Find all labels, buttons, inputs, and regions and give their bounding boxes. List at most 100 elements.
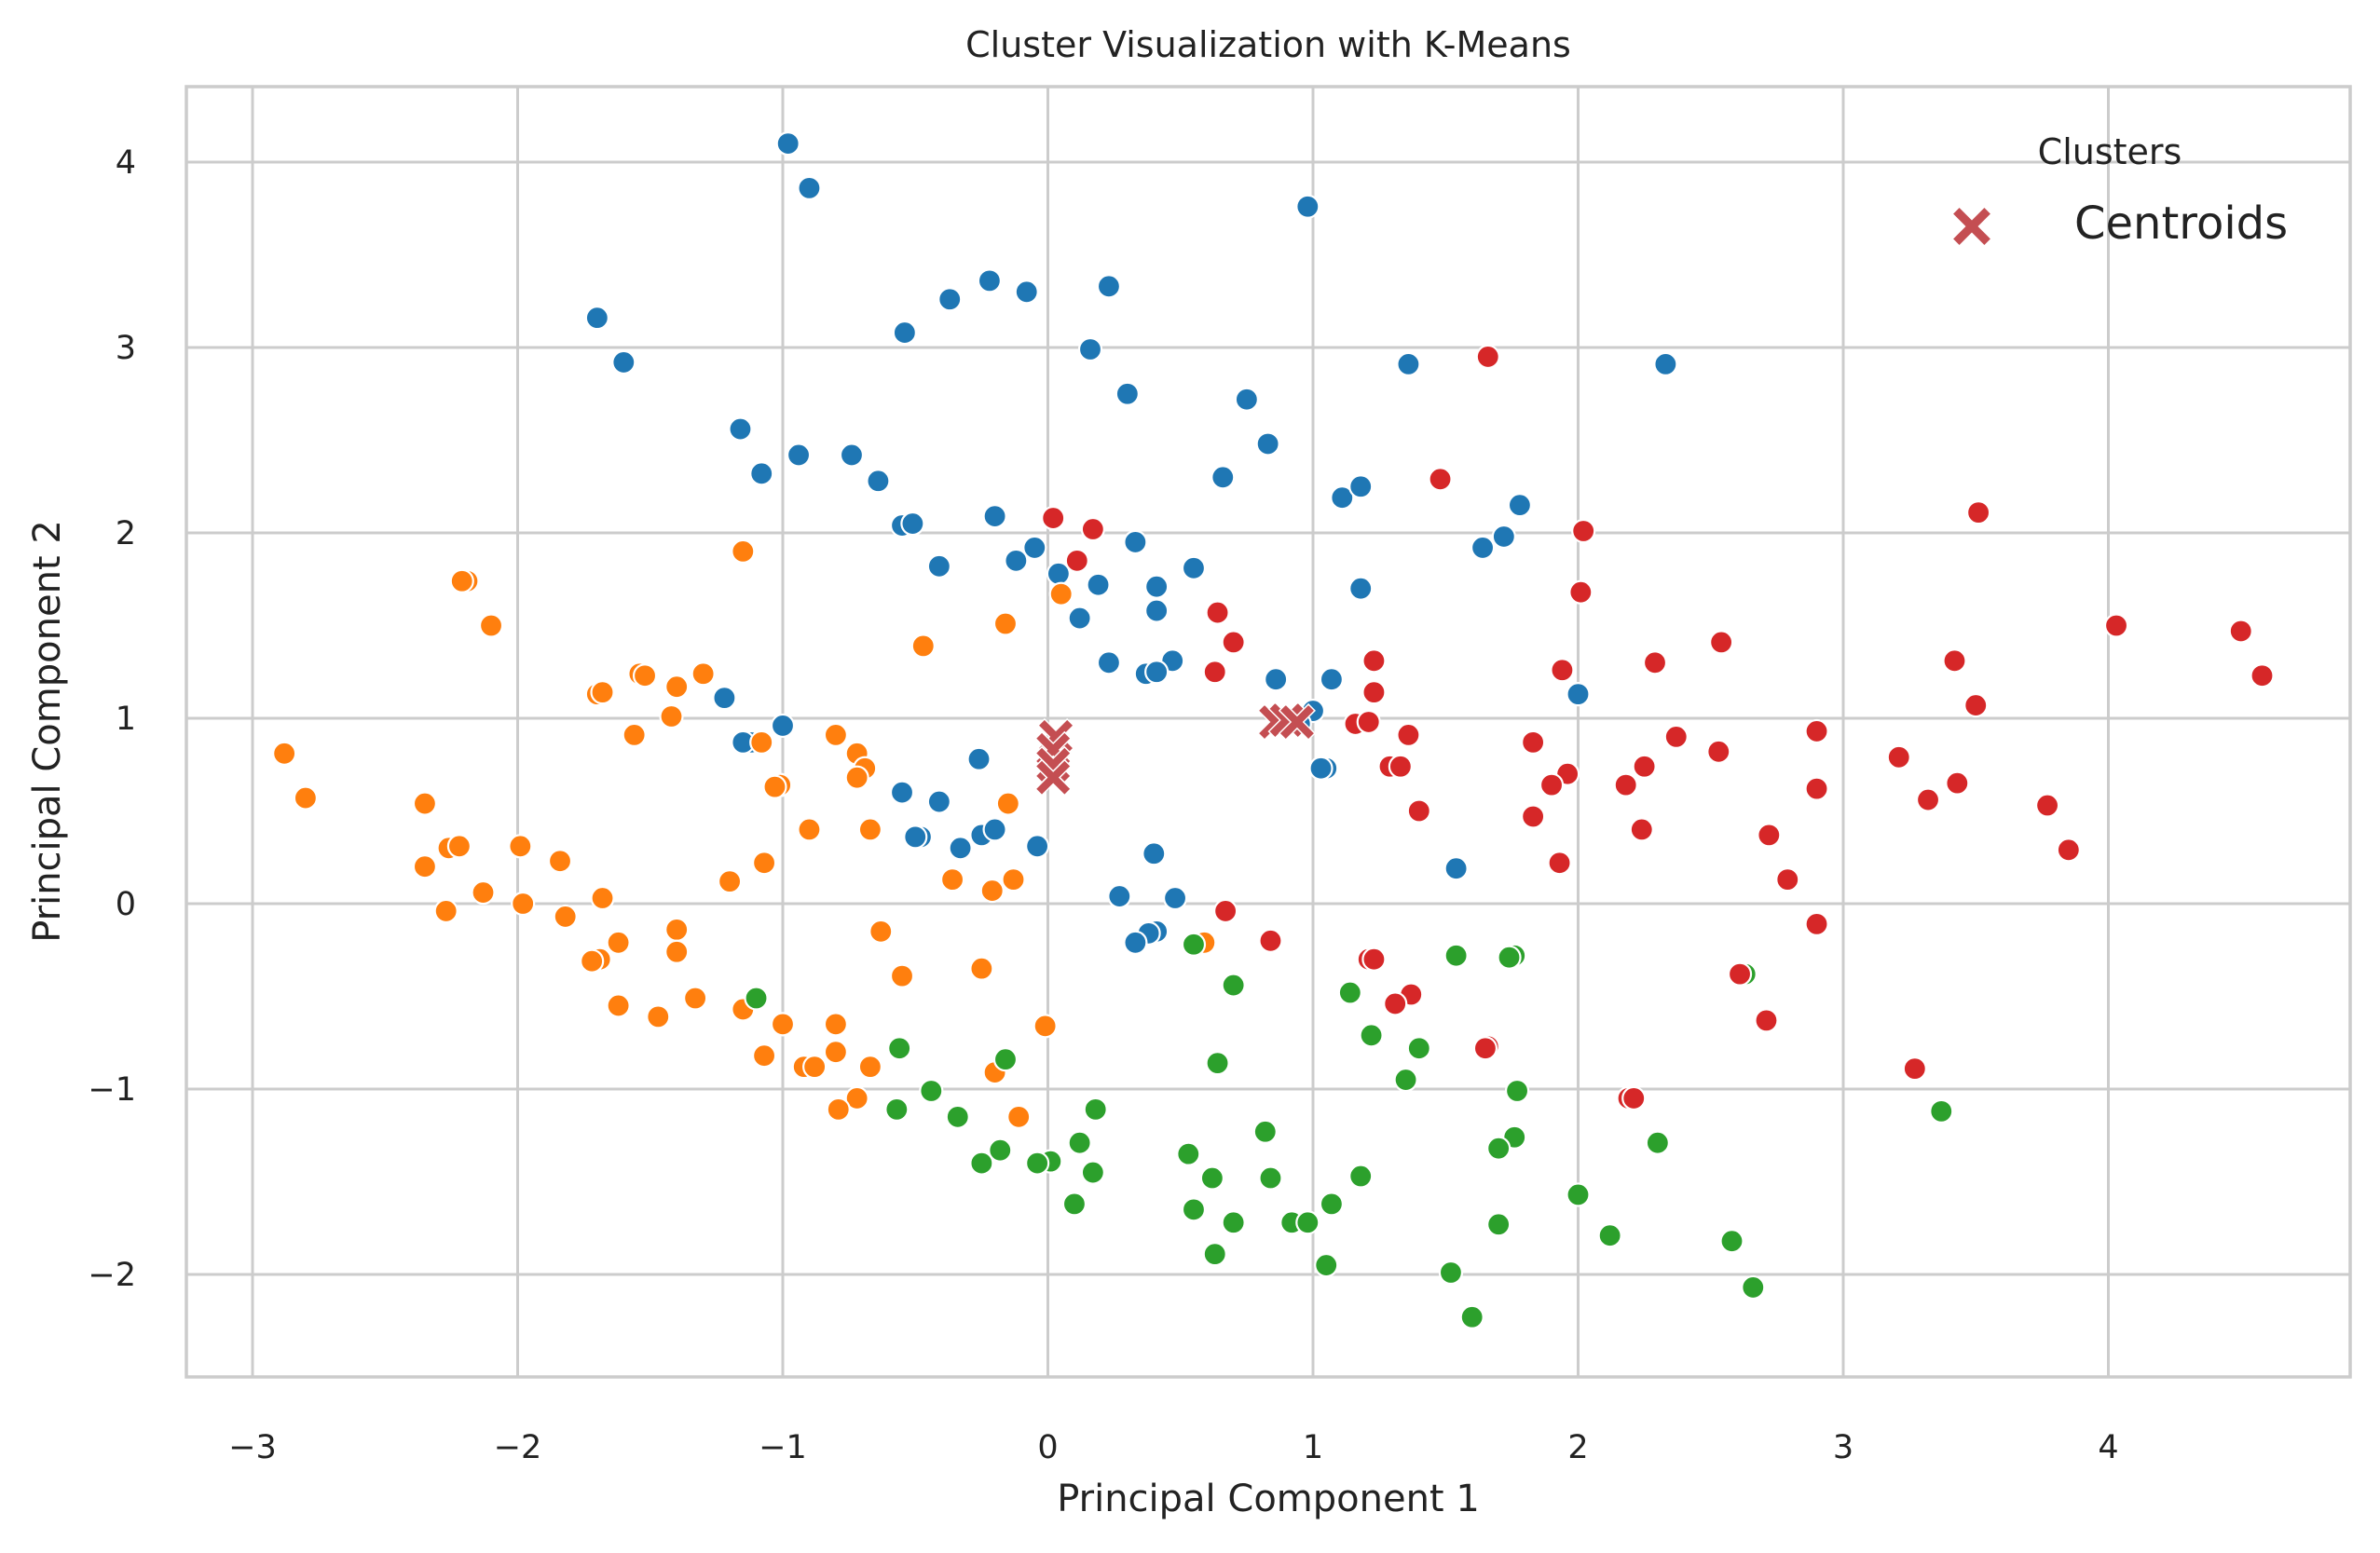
cluster-1-point: [632, 663, 658, 688]
cluster-1-point: [553, 904, 578, 930]
y-tick-label: 3: [116, 330, 136, 367]
cluster-0-point: [1348, 576, 1374, 601]
cluster-2-point: [1459, 1304, 1484, 1329]
cluster-2-point: [884, 1097, 910, 1122]
cluster-1-point: [910, 633, 936, 659]
cluster-2-point: [887, 1036, 912, 1061]
cluster-1-point: [770, 1012, 796, 1037]
cluster-3-point: [2228, 619, 2253, 644]
cluster-3-point: [1080, 516, 1105, 542]
cluster-3-point: [1804, 911, 1829, 936]
cluster-0-point: [926, 789, 951, 814]
cluster-0-point: [1142, 841, 1167, 866]
cluster-1-point: [731, 538, 756, 565]
cluster-0-point: [889, 780, 915, 805]
chart-title: Cluster Visualization with K-Means: [965, 24, 1571, 65]
cluster-3-point: [1539, 772, 1565, 797]
cluster-2-point: [1497, 945, 1522, 970]
cluster-1-point: [992, 611, 1019, 636]
cluster-1-point: [1048, 581, 1074, 606]
cluster-1-point: [979, 878, 1005, 904]
cluster-0-point: [1348, 474, 1374, 499]
plot-frame: [185, 85, 2352, 1379]
cluster-0-point: [1086, 572, 1111, 597]
cluster-2-point: [1202, 1242, 1227, 1267]
cluster-0-point: [866, 469, 891, 494]
centroid-marker: [1034, 758, 1073, 797]
cluster-1-point: [664, 939, 690, 964]
cluster-2-point: [1741, 1274, 1766, 1301]
cluster-1-point: [590, 680, 615, 705]
cluster-1-point: [580, 948, 605, 974]
cluster-2-point: [1566, 1182, 1591, 1207]
cluster-2-point: [1176, 1141, 1201, 1166]
data-points: [272, 131, 2275, 1329]
cluster-3-point: [1902, 1056, 1927, 1082]
x-tick-label: 1: [1303, 1429, 1323, 1466]
cluster-2-point: [1080, 1160, 1105, 1185]
cluster-2-point: [1337, 980, 1362, 1005]
cluster-1-point: [802, 1055, 828, 1080]
cluster-3-point: [1521, 804, 1546, 829]
cluster-1-point: [664, 917, 690, 942]
cluster-3-point: [1568, 579, 1594, 605]
cluster-3-point: [1521, 729, 1546, 755]
cluster-3-point: [1361, 680, 1387, 705]
cluster-1-point: [412, 854, 438, 879]
cluster-3-point: [1361, 648, 1387, 674]
cluster-3-point: [1629, 817, 1654, 842]
cluster-1-point: [844, 765, 869, 790]
cluster-1-point: [547, 849, 573, 874]
cluster-1-point: [751, 851, 777, 876]
cluster-0-point: [1144, 598, 1169, 623]
cluster-1-point: [433, 898, 458, 924]
cluster-3-point: [2103, 613, 2129, 638]
cluster-1-point: [606, 993, 631, 1018]
cluster-3-point: [1775, 867, 1800, 892]
centroid-legend-icon: [1950, 205, 1993, 248]
cluster-3-point: [1621, 1085, 1647, 1111]
cluster-2-point: [1205, 1051, 1230, 1076]
cluster-0-point: [1022, 535, 1047, 561]
cluster-2-point: [1221, 973, 1246, 998]
cluster-1-point: [969, 956, 994, 981]
cluster-1-point: [659, 703, 684, 729]
cluster-3-point: [1754, 1008, 1779, 1033]
cluster-0-point: [1123, 529, 1148, 555]
cluster-3-point: [1361, 947, 1387, 972]
cluster-3-point: [1383, 991, 1408, 1016]
cluster-0-point: [839, 443, 865, 468]
cluster-0-point: [1653, 351, 1678, 377]
y-axis-label: Principal Component 2: [26, 520, 69, 943]
cluster-0-point: [1144, 660, 1169, 685]
x-tick-labels: −3 −2 −1 0 1 2 3 4: [228, 1429, 2118, 1466]
cluster-2-point: [1645, 1130, 1670, 1155]
x-tick-label: 2: [1567, 1429, 1588, 1466]
y-tick-labels: −2 −1 0 1 2 3 4: [88, 144, 136, 1294]
cluster-0-point: [1181, 555, 1207, 580]
cluster-1-point: [683, 986, 708, 1011]
cluster-2-point: [1438, 1260, 1464, 1286]
x-tick-label: −3: [228, 1429, 277, 1466]
cluster-0-point: [1443, 856, 1469, 881]
cluster-1-point: [857, 817, 882, 842]
cluster-1-point: [823, 1040, 849, 1065]
cluster-3-point: [1709, 630, 1734, 655]
cluster-3-point: [1550, 658, 1575, 683]
cluster-1-point: [1006, 1104, 1032, 1129]
cluster-0-point: [1096, 650, 1122, 675]
cluster-3-point: [1632, 754, 1657, 779]
cluster-2-point: [1181, 932, 1207, 957]
cluster-1-point: [749, 729, 774, 755]
cluster-3-point: [1547, 851, 1572, 876]
cluster-3-point: [1727, 961, 1753, 987]
cluster-2-point: [1181, 1197, 1207, 1222]
y-tick-label: 2: [116, 515, 136, 552]
cluster-2-point: [1406, 1036, 1431, 1061]
cluster-1-point: [446, 834, 472, 859]
cluster-3-point: [1571, 518, 1596, 544]
cluster-0-point: [584, 306, 609, 331]
cluster-3-point: [1205, 600, 1230, 625]
cluster-2-point: [1221, 1210, 1246, 1235]
